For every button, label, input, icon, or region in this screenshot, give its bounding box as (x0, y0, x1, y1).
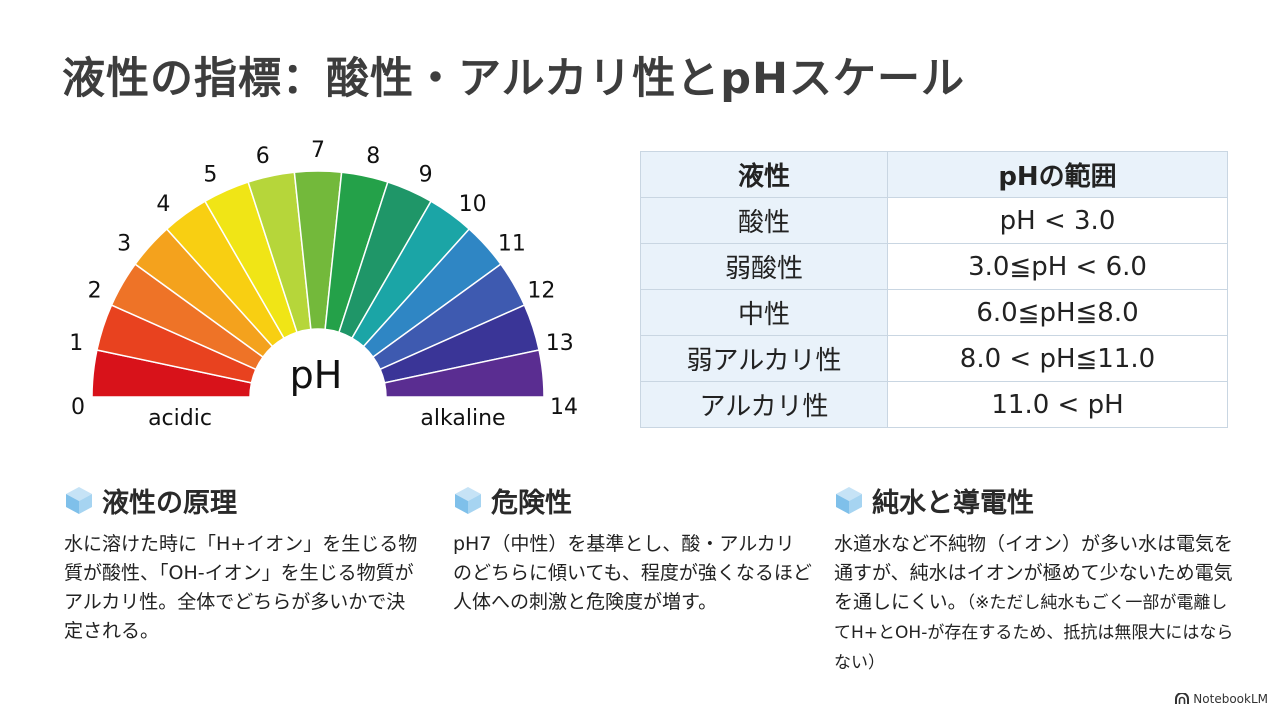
brand-name: NotebookLM (1193, 692, 1268, 706)
table-cell-liquid: 中性 (640, 289, 888, 336)
table-row: 中性 6.0≦pH≦8.0 (640, 289, 1228, 336)
cube-icon (66, 487, 92, 514)
gauge-tick-label: 6 (256, 144, 270, 169)
section-conductivity: 純水と導電性 水道水など不純物（イオン）が多い水は電気を通すが、純水はイオンが極… (834, 480, 1239, 678)
gauge-tick-label: 11 (498, 231, 526, 256)
table-header-cell: pHの範囲 (887, 151, 1228, 198)
table-row: アルカリ性 11.0 < pH (640, 381, 1228, 428)
brand-badge: NotebookLM (1175, 692, 1268, 706)
section-title: 液性の原理 (102, 487, 237, 519)
gauge-tick-label: 1 (69, 331, 83, 356)
section-note: （※ただし純水もごく一部が電離してH+とOH-が存在するため、抵抗は無限大にはな… (834, 593, 1234, 673)
gauge-tick-label: 5 (203, 163, 217, 188)
table-cell-liquid: 酸性 (640, 197, 888, 244)
table-cell-range: 6.0≦pH≦8.0 (887, 289, 1228, 336)
gauge-left-label: acidic (148, 406, 212, 431)
table-header-row: 液性 pHの範囲 (640, 151, 1228, 198)
table-cell-range: 3.0≦pH < 6.0 (887, 243, 1228, 290)
gauge-tick-label: 8 (366, 144, 380, 169)
table-row: 弱アルカリ性 8.0 < pH≦11.0 (640, 335, 1228, 382)
gauge-tick-label: 14 (550, 395, 578, 420)
table-cell-liquid: 弱アルカリ性 (640, 335, 888, 382)
gauge-tick-label: 4 (156, 192, 170, 217)
section-danger: 危険性 pH7（中性）を基準とし、酸・アルカリのどちらに傾いても、程度が強くなる… (453, 480, 813, 617)
gauge-tick-label: 7 (311, 138, 325, 163)
section-principle: 液性の原理 水に溶けた時に「H+イオン」を生じる物質が酸性、「OH-イオン」を生… (64, 480, 424, 646)
section-body-wrapper: 水道水など不純物（イオン）が多い水は電気を通すが、純水はイオンが極めて少ないため… (834, 530, 1239, 678)
gauge-tick-label: 3 (117, 231, 131, 256)
section-body: 水に溶けた時に「H+イオン」を生じる物質が酸性、「OH-イオン」を生じる物質がア… (64, 533, 418, 642)
table-row: 酸性 pH < 3.0 (640, 197, 1228, 244)
gauge-tick-label: 2 (88, 278, 102, 303)
gauge-tick-label: 9 (419, 163, 433, 188)
table-header-cell: 液性 (640, 151, 888, 198)
gauge-center-label: pH (290, 353, 343, 397)
cube-icon (455, 487, 481, 514)
table-cell-range: pH < 3.0 (887, 197, 1228, 244)
page-title: 液性の指標：酸性・アルカリ性とpHスケール (62, 54, 966, 104)
gauge-segment (383, 349, 545, 398)
section-body: pH7（中性）を基準とし、酸・アルカリのどちらに傾いても、程度が強くなるほど人体… (453, 533, 812, 613)
cube-icon (836, 487, 862, 514)
table-cell-range: 8.0 < pH≦11.0 (887, 335, 1228, 382)
gauge-segments (91, 170, 545, 398)
gauge-tick-label: 13 (546, 331, 574, 356)
gauge-tick-label: 0 (71, 395, 85, 420)
gauge-tick-label: 10 (459, 192, 487, 217)
ph-range-table: 液性 pHの範囲 酸性 pH < 3.0 弱酸性 3.0≦pH < 6.0 中性… (640, 151, 1228, 428)
section-title: 純水と導電性 (872, 487, 1034, 519)
table-cell-liquid: 弱酸性 (640, 243, 888, 290)
gauge-right-label: alkaline (420, 406, 505, 431)
table-cell-range: 11.0 < pH (887, 381, 1228, 428)
table-row: 弱酸性 3.0≦pH < 6.0 (640, 243, 1228, 290)
notebooklm-logo-icon (1175, 693, 1190, 704)
section-body: 水道水など不純物（イオン）が多い水は電気を通すが、純水はイオンが極めて少ないため… (834, 533, 1234, 613)
section-title: 危険性 (491, 487, 572, 519)
gauge-tick-label: 12 (527, 278, 555, 303)
table-cell-liquid: アルカリ性 (640, 381, 888, 428)
